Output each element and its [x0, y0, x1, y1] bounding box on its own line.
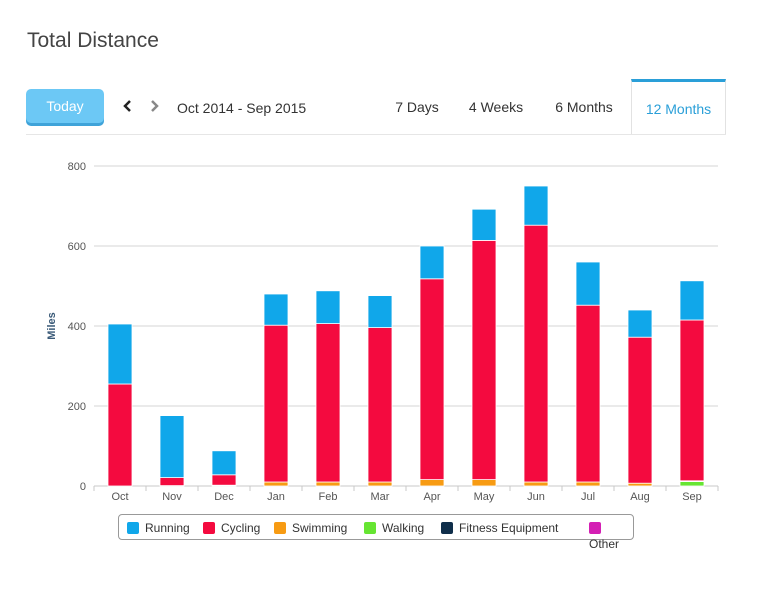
tab-4-weeks[interactable]: 4 Weeks — [468, 99, 524, 115]
bar-cycling — [575, 304, 601, 483]
x-tick-label: Mar — [371, 491, 390, 503]
bar-cycling — [471, 239, 497, 480]
stacked-bar-chart: 0 200 400 600 800 Miles Oct Nov Dec Jan Feb Mar Apr M… — [46, 161, 719, 503]
bar-swimming — [575, 481, 601, 487]
tab-6-months[interactable]: 6 Months — [555, 99, 613, 115]
x-tick-label: May — [474, 491, 495, 503]
bar-cycling — [159, 477, 185, 487]
x-tick-label: Jan — [267, 491, 285, 503]
page-title: Total Distance — [27, 29, 159, 52]
legend-label: Cycling — [221, 521, 261, 535]
bar-running — [523, 185, 549, 226]
legend-item-swimming[interactable]: Swimming — [274, 520, 347, 536]
bar-cycling — [419, 278, 445, 480]
x-tick-label: Aug — [630, 491, 650, 503]
legend-swatch — [364, 522, 376, 534]
legend-item-other[interactable]: Other — [589, 520, 633, 551]
toolbar-divider — [26, 134, 726, 135]
legend-swatch — [127, 522, 139, 534]
date-range-label: Oct 2014 - Sep 2015 — [177, 100, 307, 116]
bar-running — [471, 208, 497, 241]
bar-swimming — [471, 479, 497, 487]
bar-running — [159, 415, 185, 479]
y-tick-label: 600 — [68, 241, 86, 253]
x-tick-label: Feb — [319, 491, 338, 503]
chart-legend: Running Cycling Swimming Walking Fitness Equ… — [118, 514, 634, 551]
chevron-left-icon — [123, 100, 131, 112]
x-tick-label: Oct — [111, 491, 128, 503]
legend-item-fitness-equipment[interactable]: Fitness Equipment — [441, 520, 558, 536]
y-tick-label: 800 — [68, 161, 86, 173]
bar-running — [575, 261, 601, 306]
bar-running — [627, 309, 653, 338]
legend-swatch — [274, 522, 286, 534]
bar-swimming — [367, 481, 393, 487]
tab-12-months[interactable]: 12 Months — [631, 79, 726, 134]
y-axis-label: Miles — [46, 312, 58, 340]
bar-running — [107, 323, 133, 385]
legend-item-running[interactable]: Running — [127, 520, 190, 536]
x-tick-label: Jun — [527, 491, 545, 503]
bar-swimming — [523, 481, 549, 487]
bar-running — [419, 245, 445, 280]
legend-item-walking[interactable]: Walking — [364, 520, 424, 536]
legend-label: Other — [589, 537, 620, 551]
x-tick-label: Jul — [581, 491, 595, 503]
bar-running — [367, 295, 393, 329]
bar-cycling — [315, 323, 341, 483]
x-tick-label: Sep — [682, 491, 702, 503]
bar-walking — [679, 481, 705, 487]
bar-cycling — [367, 327, 393, 483]
bar-running — [211, 450, 237, 476]
legend-label: Running — [145, 521, 190, 535]
bar-cycling — [627, 336, 653, 484]
previous-range-button[interactable] — [121, 96, 135, 116]
y-tick-label: 200 — [68, 401, 86, 413]
bar-cycling — [263, 324, 289, 483]
legend-swatch — [203, 522, 215, 534]
tab-7-days[interactable]: 7 Days — [395, 99, 439, 115]
y-tick-label: 400 — [68, 321, 86, 333]
x-tick-label: Nov — [162, 491, 182, 503]
bar-running — [263, 293, 289, 326]
x-tick-label: Apr — [423, 491, 440, 503]
next-range-button[interactable] — [147, 96, 161, 116]
today-button[interactable]: Today — [26, 89, 104, 123]
bar-running — [315, 290, 341, 324]
legend-swatch — [589, 522, 601, 534]
legend-label: Walking — [382, 521, 425, 535]
chevron-right-icon — [151, 100, 159, 112]
y-tick-label: 0 — [80, 481, 86, 493]
bar-running — [679, 280, 705, 321]
bar-swimming — [315, 481, 341, 487]
legend-swatch — [441, 522, 453, 534]
bar-cycling — [107, 383, 133, 487]
bar-swimming — [263, 481, 289, 487]
legend-item-cycling[interactable]: Cycling — [203, 520, 260, 536]
bar-cycling — [679, 319, 705, 482]
x-tick-label: Dec — [214, 491, 234, 503]
bar-cycling — [211, 474, 237, 486]
legend-label: Swimming — [292, 521, 348, 535]
bar-swimming — [627, 482, 653, 487]
bar-swimming — [419, 479, 445, 487]
bar-cycling — [523, 224, 549, 483]
legend-label: Fitness Equipment — [459, 521, 559, 535]
